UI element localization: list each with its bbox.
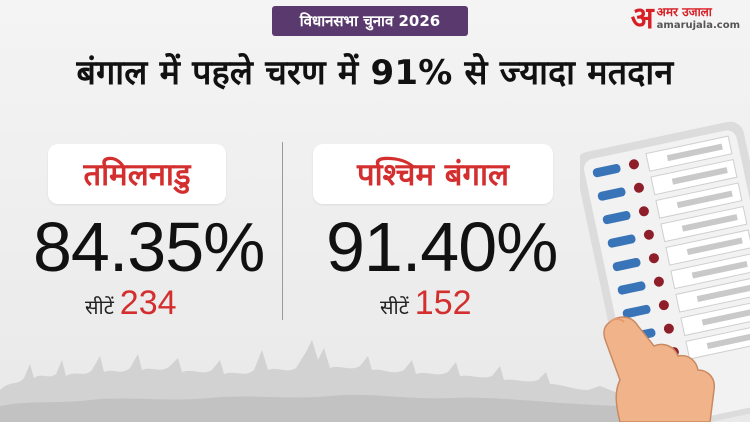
logo-mark: अ bbox=[630, 1, 654, 36]
seats-label: सीटें bbox=[380, 295, 409, 319]
amar-ujala-logo: अ अमर उजाला amarujala.com bbox=[631, 4, 740, 34]
column-divider bbox=[282, 142, 283, 320]
state-name-tamilnadu: तमिलनाडु bbox=[48, 144, 226, 204]
seats-tamilnadu: सीटें 234 bbox=[85, 284, 177, 323]
logo-domain: amarujala.com bbox=[656, 20, 740, 31]
headline: बंगाल में पहले चरण में 91% से ज्यादा मतद… bbox=[76, 53, 674, 93]
evm-machine-icon bbox=[580, 121, 750, 422]
election-tag: विधानसभा चुनाव 2026 bbox=[272, 6, 468, 36]
seats-count: 234 bbox=[119, 284, 177, 322]
turnout-percent-west-bengal: 91.40% bbox=[326, 208, 558, 286]
turnout-percent-tamilnadu: 84.35% bbox=[33, 208, 265, 286]
seats-count: 152 bbox=[414, 284, 472, 322]
seats-west-bengal: सीटें 152 bbox=[380, 284, 472, 323]
seats-label: सीटें bbox=[85, 295, 114, 319]
crowd-silhouette-icon bbox=[0, 340, 620, 422]
logo-text: अमर उजाला amarujala.com bbox=[657, 6, 740, 32]
state-name-west-bengal: पश्चिम बंगाल bbox=[313, 144, 553, 204]
logo-hindi-name: अमर उजाला bbox=[656, 5, 712, 19]
